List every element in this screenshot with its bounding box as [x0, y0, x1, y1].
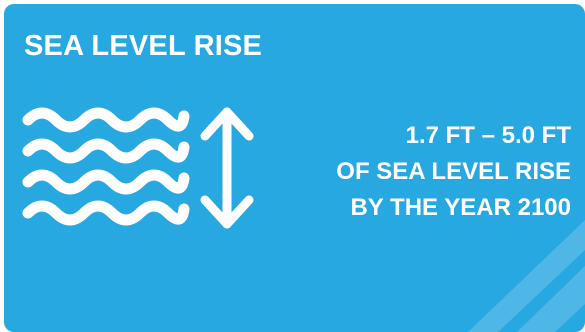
- sea-level-stat: 1.7 FT – 5.0 FT OF SEA LEVEL RISE BY THE…: [336, 118, 571, 226]
- card-title: SEA LEVEL RISE: [24, 30, 263, 62]
- stat-range: 1.7 FT – 5.0 FT: [405, 122, 571, 149]
- up-down-arrow-icon: [200, 107, 254, 229]
- stat-description: OF SEA LEVEL RISE: [336, 158, 571, 185]
- stat-timeframe: BY THE YEAR 2100: [350, 194, 571, 221]
- waves-icon: [22, 107, 190, 226]
- sea-level-rise-card: SEA LEVEL RISE 1.7 FT – 5.0 FT OF SEA LE…: [4, 4, 585, 332]
